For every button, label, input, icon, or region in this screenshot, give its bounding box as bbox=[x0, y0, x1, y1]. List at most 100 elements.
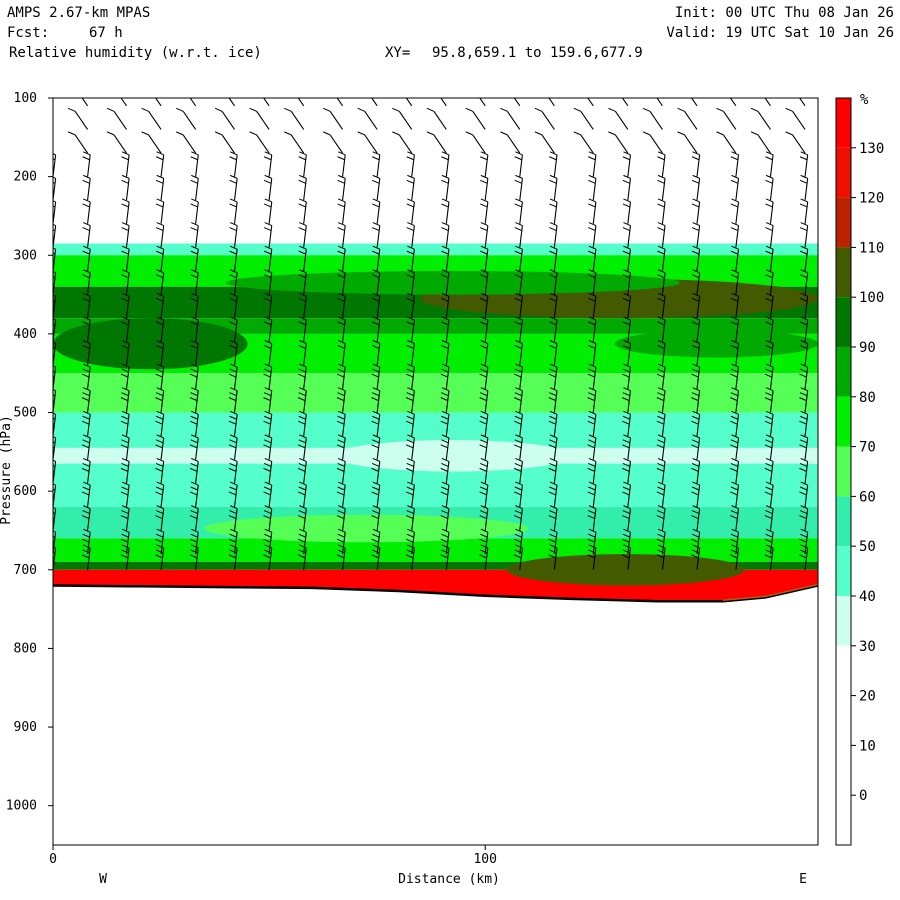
wind-barb bbox=[155, 269, 165, 295]
barb-staff bbox=[769, 390, 774, 413]
barb-staff bbox=[376, 319, 381, 342]
barb-flag bbox=[372, 544, 380, 549]
barb-staff bbox=[757, 110, 771, 130]
wind-barb bbox=[587, 528, 597, 555]
wind-barb bbox=[106, 107, 127, 130]
barb-flag bbox=[121, 387, 130, 392]
barb-staff bbox=[656, 98, 663, 107]
wind-barb bbox=[730, 269, 740, 295]
barb-flag bbox=[121, 528, 130, 533]
wind-barb bbox=[189, 528, 199, 555]
barb-flag bbox=[657, 156, 665, 161]
barb-flag bbox=[441, 203, 449, 208]
wind-barb bbox=[440, 387, 450, 413]
barb-flag bbox=[657, 462, 665, 467]
barb-flag bbox=[514, 510, 523, 515]
barb-flag bbox=[466, 85, 473, 88]
barb-flag bbox=[588, 245, 597, 250]
wind-barb bbox=[121, 198, 130, 224]
barb-staff bbox=[233, 484, 238, 507]
barb-flag bbox=[441, 274, 449, 279]
barb-staff bbox=[160, 201, 165, 224]
barb-staff bbox=[506, 110, 521, 130]
barb-flag bbox=[191, 340, 199, 344]
colorbar-swatch bbox=[836, 596, 851, 646]
barb-staff bbox=[592, 178, 597, 201]
barb-flag bbox=[189, 491, 198, 496]
barb-staff bbox=[484, 508, 489, 531]
barb-flag bbox=[121, 481, 130, 486]
wind-barb bbox=[716, 85, 737, 107]
barb-staff bbox=[484, 484, 489, 507]
barb-flag bbox=[480, 321, 488, 326]
barb-flag bbox=[692, 544, 700, 549]
barb-flag bbox=[765, 415, 773, 420]
barb-staff bbox=[735, 547, 740, 570]
wind-barb bbox=[155, 316, 165, 342]
barb-flag bbox=[407, 245, 415, 250]
barb-flag bbox=[765, 316, 774, 321]
wind-barb bbox=[513, 98, 521, 107]
barb-flag bbox=[229, 510, 237, 515]
barb-flag bbox=[298, 179, 306, 184]
barb-flag bbox=[480, 179, 488, 184]
barb-flag bbox=[284, 107, 292, 112]
barb-staff bbox=[614, 110, 629, 130]
wind-barb bbox=[120, 544, 130, 570]
barb-flag bbox=[730, 179, 739, 184]
barb-flag bbox=[549, 544, 558, 549]
barb-flag bbox=[191, 151, 199, 156]
barb-flag bbox=[371, 297, 380, 302]
barb-flag bbox=[623, 410, 631, 415]
barb-flag bbox=[406, 179, 414, 184]
wind-barb bbox=[656, 505, 666, 531]
barb-flag bbox=[155, 397, 163, 402]
barb-flag bbox=[800, 387, 808, 392]
wind-barb bbox=[337, 292, 346, 319]
wind-barb bbox=[588, 151, 597, 177]
barb-flag bbox=[264, 269, 272, 274]
barb-flag bbox=[691, 392, 700, 397]
barb-flag bbox=[229, 321, 237, 326]
barb-flag bbox=[515, 174, 523, 179]
barb-staff bbox=[735, 201, 740, 224]
barb-flag bbox=[799, 415, 808, 420]
barb-flag bbox=[441, 481, 450, 486]
barb-flag bbox=[657, 245, 666, 250]
barb-flag bbox=[765, 198, 774, 203]
barb-flag bbox=[337, 486, 345, 491]
barb-staff bbox=[87, 390, 91, 413]
barb-staff bbox=[519, 437, 523, 460]
barb-staff bbox=[195, 508, 199, 531]
barb-flag bbox=[299, 410, 307, 415]
barb-staff bbox=[769, 532, 774, 555]
barb-staff bbox=[233, 178, 238, 201]
barb-flag bbox=[372, 222, 380, 227]
barb-flag bbox=[587, 373, 595, 378]
barb-flag bbox=[716, 85, 723, 88]
wind-barb bbox=[189, 544, 199, 570]
wind-barb bbox=[691, 544, 701, 570]
barb-flag bbox=[692, 434, 700, 439]
barb-flag bbox=[799, 491, 807, 496]
barb-flag bbox=[156, 174, 164, 179]
barb-flag bbox=[155, 444, 163, 449]
wind-barb bbox=[588, 174, 597, 201]
barb-flag bbox=[297, 554, 306, 559]
barb-flag bbox=[121, 245, 130, 250]
barb-staff bbox=[113, 110, 127, 130]
barb-flag bbox=[799, 373, 807, 378]
barb-flag bbox=[371, 373, 379, 378]
wind-barb bbox=[549, 340, 558, 366]
barb-flag bbox=[156, 292, 164, 297]
barb-staff bbox=[592, 343, 597, 366]
barb-flag bbox=[515, 340, 523, 344]
barb-flag bbox=[441, 156, 449, 161]
barb-flag bbox=[588, 368, 596, 373]
barb-flag bbox=[407, 198, 415, 203]
barb-flag bbox=[765, 179, 773, 184]
barb-flag bbox=[53, 551, 56, 554]
barb-flag bbox=[691, 491, 699, 496]
colorbar-label: 30 bbox=[859, 639, 876, 655]
barb-flag bbox=[322, 107, 331, 112]
